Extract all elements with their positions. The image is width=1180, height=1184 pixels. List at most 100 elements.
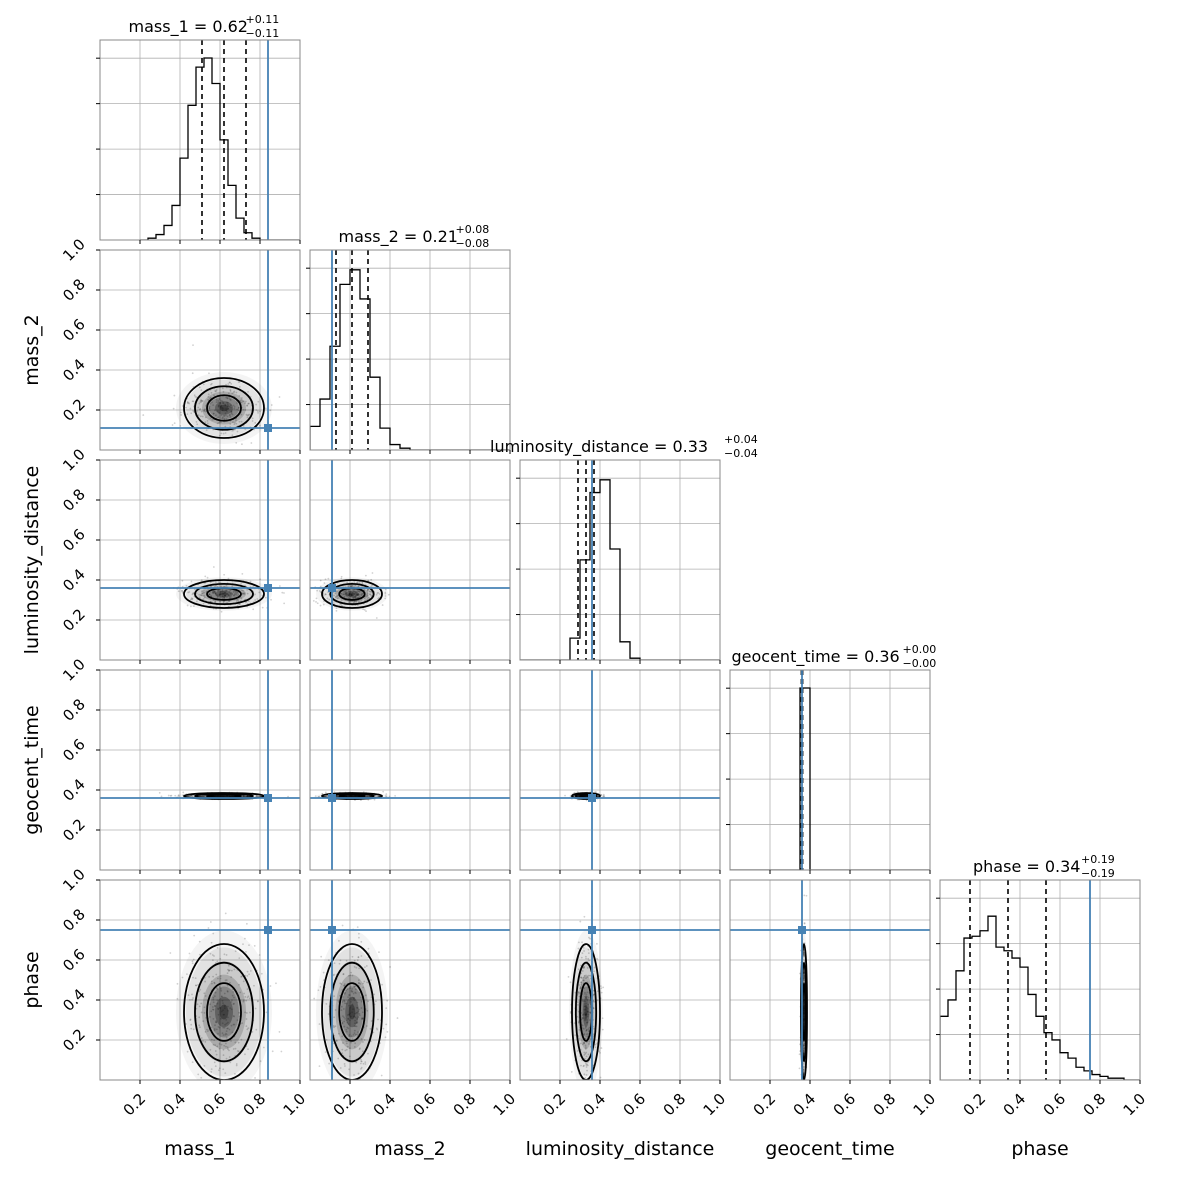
title-lower-error: −0.00 xyxy=(903,657,937,670)
sample-point xyxy=(336,795,339,797)
sample-point xyxy=(343,595,346,598)
sample-point xyxy=(240,413,243,416)
sample-point xyxy=(313,997,316,1000)
sample-point xyxy=(210,1038,213,1041)
sample-point xyxy=(351,596,354,599)
sample-point xyxy=(186,402,189,404)
sample-point xyxy=(177,795,180,797)
sample-point xyxy=(361,1017,363,1019)
sample-point xyxy=(200,399,203,402)
sample-point xyxy=(224,912,227,915)
tick-label-x: 1.0 xyxy=(1120,1090,1150,1120)
sample-point xyxy=(356,604,359,607)
sample-point xyxy=(186,401,189,403)
sample-point xyxy=(235,1063,238,1065)
sample-point xyxy=(585,1033,588,1036)
sample-point xyxy=(200,389,203,392)
sample-point xyxy=(248,997,251,1000)
sample-point xyxy=(182,791,185,794)
sample-point xyxy=(209,1048,212,1051)
sample-point xyxy=(585,1013,588,1016)
sample-point xyxy=(577,968,580,971)
sample-point xyxy=(353,596,356,598)
sample-point xyxy=(169,794,172,797)
sample-point xyxy=(315,597,318,600)
sample-point xyxy=(221,590,224,593)
sample-point xyxy=(241,1022,244,1025)
sample-point xyxy=(191,372,194,375)
sample-point xyxy=(585,1012,588,1015)
density-level xyxy=(194,385,254,431)
sample-point xyxy=(216,1045,219,1048)
sample-point xyxy=(583,1003,586,1005)
sample-point xyxy=(361,1017,364,1020)
sample-point xyxy=(315,601,317,603)
sample-point xyxy=(220,585,223,588)
sample-point xyxy=(360,1060,363,1063)
sample-point xyxy=(187,591,190,594)
sample-point xyxy=(204,980,207,983)
sample-point xyxy=(582,979,585,982)
sample-point xyxy=(367,588,370,591)
sample-point xyxy=(354,1042,357,1045)
panel-content xyxy=(520,460,720,660)
truth-marker xyxy=(264,926,272,934)
sample-point xyxy=(337,1000,340,1002)
sample-point xyxy=(192,997,194,999)
sample-point xyxy=(800,1090,802,1092)
sample-point xyxy=(230,1008,233,1011)
sample-point xyxy=(328,598,331,601)
sample-point xyxy=(333,594,335,597)
sample-point xyxy=(226,397,229,400)
sample-point xyxy=(369,1028,372,1030)
panel-frame xyxy=(729,669,931,871)
sample-point xyxy=(224,979,227,982)
sample-point xyxy=(219,405,222,408)
sample-point xyxy=(349,1019,351,1022)
sample-point xyxy=(221,417,224,420)
tick-label-y: 0.6 xyxy=(59,315,89,345)
sample-point xyxy=(581,970,584,972)
sample-point xyxy=(197,406,200,409)
panel-luminosity_distance-phase: 0.2 0.4 0.6 0.8 1.0 luminosity_distance xyxy=(519,879,729,1160)
sample-point xyxy=(358,1048,361,1051)
sample-point xyxy=(212,404,215,407)
sample-point xyxy=(231,994,234,997)
sample-point xyxy=(219,975,222,977)
sample-point xyxy=(225,1045,227,1048)
sample-point xyxy=(320,955,323,958)
sample-point xyxy=(337,1032,340,1035)
sample-point xyxy=(221,999,224,1002)
sample-point xyxy=(333,791,336,793)
sample-point xyxy=(221,400,224,403)
contour-level-1 xyxy=(321,579,383,609)
sample-point xyxy=(583,966,585,969)
sample-point xyxy=(192,605,195,608)
sample-point xyxy=(348,593,350,595)
sample-point xyxy=(254,1007,257,1010)
sample-point xyxy=(233,968,236,971)
sample-point xyxy=(216,595,219,598)
sample-point xyxy=(344,592,347,594)
sample-point xyxy=(589,1002,591,1004)
title-lower-error: −0.11 xyxy=(246,27,280,40)
sample-point xyxy=(348,601,351,604)
sample-point xyxy=(213,1061,216,1064)
sample-point xyxy=(322,979,325,982)
sample-point xyxy=(372,1086,374,1088)
sample-point xyxy=(307,792,309,794)
sample-point xyxy=(191,597,194,600)
sample-point xyxy=(220,399,222,402)
tick-label-x: 0.2 xyxy=(120,1090,150,1120)
sample-point xyxy=(366,598,368,601)
sample-point xyxy=(240,1038,243,1041)
sample-point xyxy=(360,1067,362,1070)
sample-point xyxy=(232,1048,235,1050)
sample-point xyxy=(192,976,194,979)
sample-point xyxy=(343,992,346,995)
sample-point xyxy=(324,593,327,596)
sample-point xyxy=(340,1005,343,1008)
contour-level-2 xyxy=(194,582,254,606)
title-lower-error: −0.08 xyxy=(456,237,490,250)
sample-point xyxy=(367,596,370,599)
